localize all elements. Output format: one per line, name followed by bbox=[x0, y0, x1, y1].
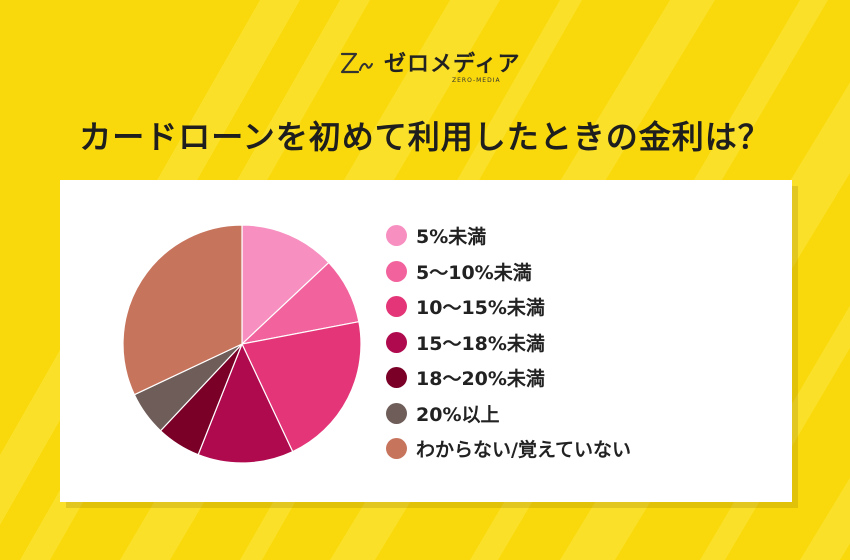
pie-slice bbox=[241, 320, 362, 453]
legend-swatch bbox=[386, 225, 407, 247]
chart-title: カードローンを初めて利用したときの金利は？ bbox=[79, 118, 771, 156]
legend-item: 10〜15%未満 bbox=[386, 289, 766, 325]
legend-swatch bbox=[386, 367, 407, 389]
legend-swatch bbox=[386, 438, 407, 460]
legend-label: 5〜10%未満 bbox=[416, 261, 532, 284]
logo-mark-icon bbox=[340, 52, 373, 74]
legend-label: 18〜20%未満 bbox=[416, 368, 545, 391]
legend-label: 10〜15%未満 bbox=[416, 297, 545, 320]
logo-subtext: ZERO-MEDIA bbox=[452, 77, 501, 84]
pie-slice bbox=[122, 224, 243, 396]
logo-text: ゼロメディア bbox=[384, 52, 521, 77]
legend-label: 15〜18%未満 bbox=[416, 332, 545, 355]
legend: 5%未満 5〜10%未満 10〜15%未満 15〜18%未満 18〜20%未満 20%以上… bbox=[386, 218, 766, 467]
legend-label: わからない/覚えていない bbox=[416, 439, 631, 462]
pie-slice bbox=[241, 224, 330, 346]
legend-swatch bbox=[386, 331, 407, 353]
logo: ゼロメディア ZERO-MEDIA bbox=[0, 44, 850, 94]
legend-item: 20%以上 bbox=[386, 396, 766, 432]
legend-item: 15〜18%未満 bbox=[386, 325, 766, 361]
legend-item: 5〜10%未満 bbox=[386, 254, 766, 290]
legend-label: 5%未満 bbox=[416, 226, 487, 249]
legend-item: 5%未満 bbox=[386, 218, 766, 254]
legend-swatch bbox=[386, 296, 407, 318]
legend-item: わからない/覚えていない bbox=[386, 431, 766, 467]
legend-item: 18〜20%未満 bbox=[386, 360, 766, 396]
legend-swatch bbox=[386, 402, 407, 424]
pie-slice bbox=[197, 342, 294, 464]
pie-chart bbox=[122, 224, 362, 464]
legend-swatch bbox=[386, 260, 407, 282]
legend-label: 20%以上 bbox=[416, 403, 500, 426]
background-stripe bbox=[800, 477, 850, 560]
